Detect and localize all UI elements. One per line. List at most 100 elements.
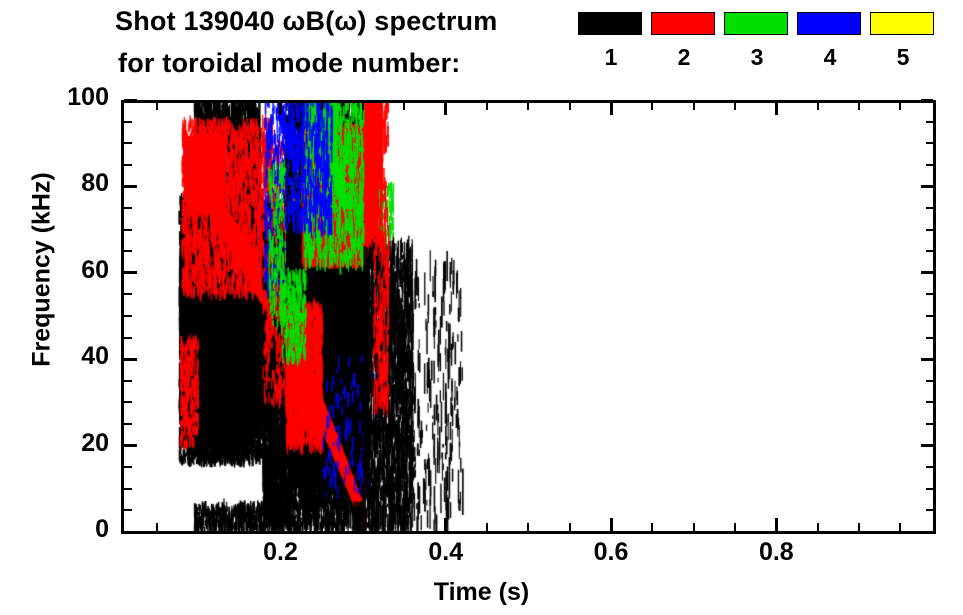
x-tick-top-0.2 [278, 103, 282, 115]
legend-entry-5: 5 [870, 12, 936, 69]
x-minor-tick-top-0.1 [196, 103, 199, 110]
x-minor-tick-top-0.3 [362, 103, 365, 110]
y-minor-tick-25 [124, 423, 132, 425]
y-minor-tick-right-30 [926, 401, 933, 404]
y-minor-tick-right-35 [926, 379, 933, 382]
y-tick-40 [124, 357, 137, 361]
x-minor-tick-0.35 [403, 523, 406, 531]
x-tick-label-0.8: 0.8 [758, 538, 794, 566]
x-minor-tick-top-0.35 [403, 103, 406, 110]
y-tick-label-0: 0 [95, 515, 109, 543]
x-tick-0.4 [444, 518, 448, 531]
legend-swatch-2 [651, 12, 715, 35]
legend-label-2: 2 [677, 44, 691, 70]
x-minor-tick-top-0.7 [692, 103, 695, 110]
y-tick-label-60: 60 [81, 255, 109, 284]
mode-number-legend: 1 2 3 4 5 [578, 12, 948, 92]
x-minor-tick-top-0.15 [238, 103, 241, 110]
y-tick-right-60 [921, 271, 933, 275]
y-minor-tick-70 [124, 228, 132, 231]
y-tick-100 [124, 98, 137, 102]
y-minor-tick-right-50 [926, 315, 933, 317]
legend-label-3: 3 [750, 44, 764, 70]
y-tick-20 [124, 444, 137, 448]
y-minor-tick-right-90 [926, 142, 933, 145]
y-minor-tick-15 [124, 466, 132, 469]
legend-swatch-5 [870, 12, 934, 35]
x-minor-tick-0.7 [692, 523, 695, 531]
x-minor-tick-top-0.95 [899, 103, 902, 110]
x-minor-tick-0.75 [734, 523, 736, 531]
legend-entry-4: 4 [797, 12, 863, 69]
legend-swatch-4 [797, 12, 861, 35]
x-minor-tick-top-0.55 [568, 103, 571, 110]
y-axis-label: Frequency (kHz) [27, 172, 56, 367]
y-minor-tick-right-65 [926, 250, 933, 253]
x-minor-tick-top-0.75 [734, 103, 736, 110]
y-minor-tick-65 [124, 250, 132, 253]
x-minor-tick-top-0.5 [527, 103, 530, 110]
y-tick-right-0 [921, 530, 933, 534]
y-minor-tick-right-95 [926, 120, 933, 123]
y-tick-right-40 [921, 357, 933, 361]
y-minor-tick-right-25 [926, 423, 933, 425]
legend-entry-3: 3 [724, 12, 790, 69]
x-minor-tick-0.85 [816, 523, 819, 531]
x-minor-tick-top-0.25 [320, 103, 323, 110]
x-minor-tick-0.15 [238, 523, 241, 531]
y-minor-tick-right-15 [926, 466, 933, 469]
legend-label-5: 5 [896, 44, 910, 70]
x-tick-0.8 [774, 518, 778, 531]
figure-title-line-2: for toroidal mode number: [118, 48, 461, 78]
y-minor-tick-right-5 [926, 509, 933, 512]
x-tick-top-0.8 [774, 103, 778, 115]
y-tick-label-40: 40 [81, 342, 109, 371]
y-minor-tick-50 [124, 315, 132, 317]
legend-swatch-1 [578, 12, 642, 35]
y-tick-right-80 [921, 184, 933, 188]
axis-bottom [121, 531, 936, 534]
x-minor-tick-0.45 [486, 523, 489, 531]
x-tick-0.2 [278, 518, 282, 531]
x-minor-tick-top-0.65 [651, 103, 654, 110]
x-tick-top-0.4 [444, 103, 448, 115]
y-minor-tick-35 [124, 379, 132, 382]
y-tick-label-100: 100 [67, 83, 109, 111]
axis-top [121, 100, 936, 103]
y-minor-tick-75 [124, 207, 132, 209]
y-minor-tick-right-55 [926, 293, 933, 296]
y-minor-tick-55 [124, 293, 132, 296]
x-minor-tick-0.1 [196, 523, 199, 531]
y-minor-tick-right-10 [926, 487, 933, 490]
y-minor-tick-95 [124, 120, 132, 123]
x-minor-tick-0.55 [568, 523, 571, 531]
x-tick-top-0.6 [609, 103, 613, 115]
legend-entry-2: 2 [651, 12, 717, 69]
y-minor-tick-45 [124, 336, 132, 339]
x-minor-tick-top-0.85 [816, 103, 819, 110]
x-axis-label: Time (s) [433, 578, 530, 606]
x-tick-label-0.6: 0.6 [593, 538, 629, 566]
spectrogram-canvas [124, 103, 933, 531]
x-minor-tick-0.25 [320, 523, 323, 531]
y-tick-0 [124, 530, 137, 534]
x-minor-tick-0.9 [857, 523, 860, 531]
y-minor-tick-5 [124, 509, 132, 512]
x-minor-tick-0.3 [362, 523, 365, 531]
y-tick-60 [124, 271, 137, 275]
axis-left [121, 100, 124, 534]
x-tick-label-0.4: 0.4 [428, 538, 464, 566]
x-tick-label-0.2: 0.2 [263, 538, 298, 566]
y-minor-tick-30 [124, 401, 132, 404]
x-minor-tick-top-0.45 [486, 103, 489, 110]
y-tick-label-80: 80 [81, 169, 109, 198]
y-minor-tick-10 [124, 487, 132, 490]
figure-title-line-1: Shot 139040 ωB(ω) spectrum [115, 6, 498, 36]
y-tick-label-20: 20 [81, 428, 109, 457]
y-tick-right-100 [921, 98, 933, 102]
y-minor-tick-right-45 [926, 336, 933, 339]
x-minor-tick-0.95 [899, 523, 902, 531]
x-tick-0.6 [609, 518, 613, 531]
legend-label-4: 4 [823, 44, 837, 70]
